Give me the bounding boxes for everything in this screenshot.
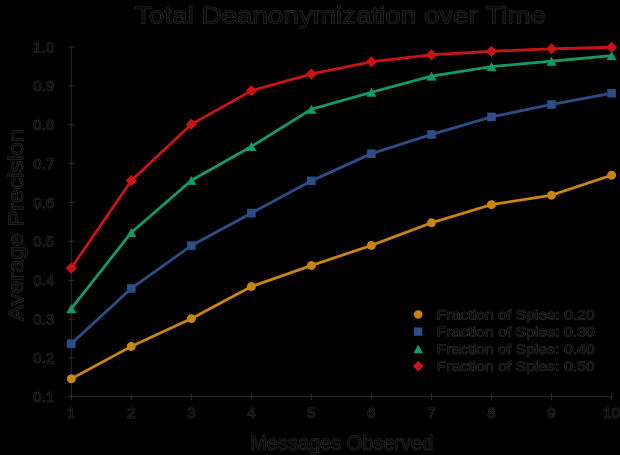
- svg-text:0.7: 0.7: [33, 156, 54, 173]
- svg-text:5: 5: [307, 405, 315, 422]
- svg-text:Fraction of Spies: 0.20: Fraction of Spies: 0.20: [437, 308, 595, 324]
- svg-text:0.6: 0.6: [33, 195, 54, 212]
- svg-text:2: 2: [127, 405, 135, 422]
- svg-text:0.5: 0.5: [33, 234, 54, 251]
- svg-text:1.0: 1.0: [33, 39, 54, 56]
- svg-text:10: 10: [603, 405, 620, 422]
- svg-text:Average Precision: Average Precision: [5, 129, 28, 321]
- svg-text:0.8: 0.8: [33, 117, 54, 134]
- svg-text:8: 8: [487, 405, 495, 422]
- svg-text:9: 9: [547, 405, 555, 422]
- svg-text:0.9: 0.9: [33, 78, 54, 95]
- svg-text:0.3: 0.3: [33, 311, 54, 328]
- svg-text:0.1: 0.1: [33, 389, 54, 406]
- svg-text:Messages Observed: Messages Observed: [250, 432, 433, 455]
- svg-text:Fraction of Spies: 0.50: Fraction of Spies: 0.50: [437, 359, 595, 375]
- svg-text:0.2: 0.2: [33, 350, 54, 367]
- svg-text:3: 3: [187, 405, 195, 422]
- svg-text:1: 1: [67, 405, 75, 422]
- svg-text:Fraction of Spies: 0.30: Fraction of Spies: 0.30: [437, 325, 595, 341]
- svg-text:6: 6: [367, 405, 375, 422]
- svg-text:0.4: 0.4: [33, 273, 54, 290]
- svg-text:7: 7: [427, 405, 435, 422]
- svg-text:Total Deanonymization over Tim: Total Deanonymization over Time: [135, 2, 546, 29]
- svg-text:Fraction of Spies: 0.40: Fraction of Spies: 0.40: [437, 342, 595, 358]
- svg-text:4: 4: [247, 405, 255, 422]
